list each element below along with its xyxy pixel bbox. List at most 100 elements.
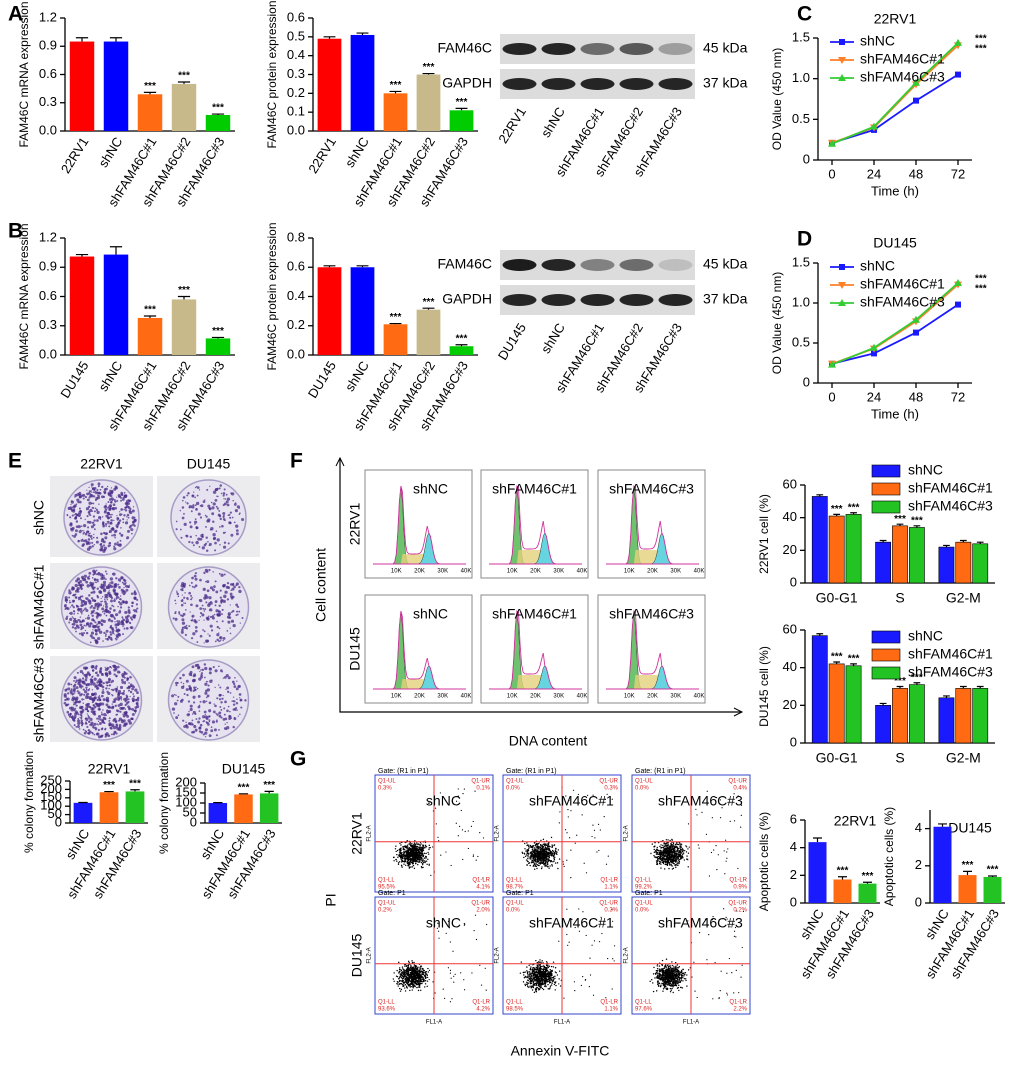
colony — [70, 715, 74, 719]
colony — [122, 521, 125, 524]
event — [445, 851, 447, 853]
colony — [109, 500, 113, 504]
event — [676, 849, 679, 851]
plate — [167, 566, 250, 648]
quadrant-name: Q1-LR — [472, 878, 490, 884]
column-label: 22RV1 — [80, 456, 123, 472]
colony — [182, 496, 186, 499]
colony — [175, 520, 178, 523]
colony — [104, 608, 108, 611]
colony — [100, 623, 103, 625]
significance: *** — [456, 97, 468, 108]
colony — [194, 625, 198, 629]
event — [528, 844, 530, 846]
size-label: 37 kDa — [703, 75, 748, 91]
colony — [221, 608, 224, 611]
event — [409, 857, 412, 860]
annotation: *** — [975, 44, 987, 55]
hist-tick-label: 10K — [624, 569, 635, 575]
colony — [97, 720, 100, 722]
colony — [81, 672, 85, 675]
event — [544, 861, 547, 864]
colony — [226, 497, 231, 501]
colony — [107, 610, 111, 614]
bar — [908, 684, 925, 744]
event — [725, 860, 727, 862]
event — [425, 860, 428, 862]
colony — [117, 694, 120, 697]
colony — [104, 638, 107, 640]
event — [598, 849, 600, 852]
colony — [215, 712, 217, 715]
event — [550, 854, 552, 857]
event — [662, 861, 665, 864]
row-label: shFAM46C#3 — [31, 657, 47, 742]
legend-label: shFAM46C#1 — [860, 51, 945, 67]
colony — [72, 610, 75, 613]
event — [666, 854, 668, 857]
y-tick-label: 0.0 — [39, 122, 57, 137]
event — [566, 832, 568, 834]
event — [660, 844, 662, 846]
legend-swatch — [871, 630, 901, 644]
colony — [131, 697, 135, 701]
colony — [87, 682, 91, 686]
colony — [207, 681, 209, 683]
event — [556, 853, 558, 856]
hist-tick-label: 40K — [577, 694, 588, 700]
colony — [90, 631, 95, 635]
colony — [88, 501, 92, 505]
event — [666, 864, 669, 867]
colony — [200, 669, 202, 671]
error-bar — [913, 682, 921, 685]
colony — [211, 512, 215, 516]
colony — [232, 703, 236, 706]
legend-label: shFAM46C#3 — [860, 294, 945, 310]
colony — [79, 685, 82, 689]
colony — [221, 524, 224, 528]
y-tick-label: 0.5 — [792, 111, 810, 126]
colony — [175, 716, 179, 720]
event — [404, 984, 407, 986]
colony — [196, 494, 199, 497]
colony — [120, 692, 123, 695]
colony — [215, 505, 218, 508]
y-tick-label: 20 — [783, 697, 797, 712]
colony — [194, 688, 197, 691]
colony — [236, 698, 238, 700]
colony — [180, 681, 183, 684]
colony — [218, 711, 222, 715]
colony — [115, 595, 119, 599]
colony — [223, 573, 226, 576]
colony — [73, 714, 77, 718]
colony — [114, 542, 117, 546]
colony — [219, 686, 222, 689]
colony — [88, 571, 92, 575]
colony — [102, 688, 105, 691]
colony — [71, 526, 75, 530]
event — [674, 855, 677, 857]
colony — [119, 580, 121, 582]
colony — [68, 596, 71, 599]
colony — [216, 495, 218, 497]
y-axis-label: Apoptotic cells (%) — [757, 812, 771, 911]
colony — [70, 500, 73, 503]
y-tick-label: 1.2 — [39, 9, 57, 24]
colony — [127, 586, 130, 588]
colony — [117, 697, 121, 701]
event — [477, 855, 479, 858]
error-bar — [143, 91, 157, 95]
colony — [74, 512, 78, 516]
colony — [239, 713, 241, 716]
colony — [171, 694, 175, 698]
colony — [193, 725, 197, 729]
colony — [226, 582, 230, 585]
event — [461, 829, 464, 831]
colony — [114, 529, 118, 533]
event — [664, 851, 666, 853]
colony — [134, 597, 137, 600]
colony — [133, 591, 136, 594]
colony — [102, 495, 106, 499]
column-label: shFAM46C#1 — [529, 793, 614, 809]
quadrant-value: 0.4% — [733, 786, 747, 792]
